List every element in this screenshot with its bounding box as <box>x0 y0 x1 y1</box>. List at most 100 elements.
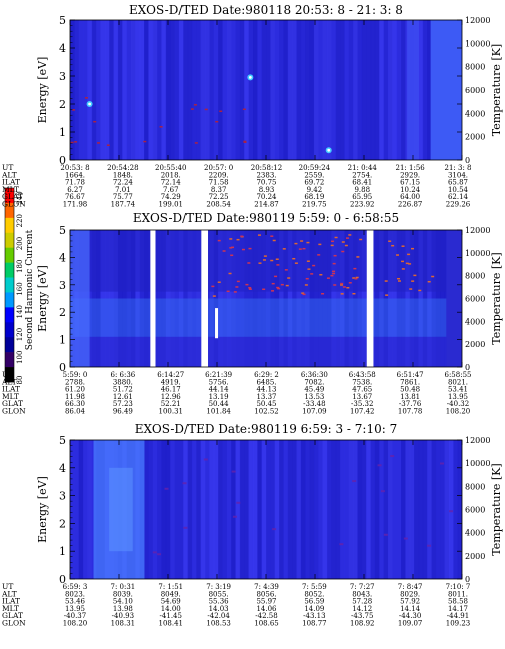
table-cell: 12.96 <box>161 393 182 401</box>
y-tick-label: 0 <box>59 154 66 167</box>
table-cell: 21: 0:44 <box>348 164 378 172</box>
table-cell: 70.75 <box>256 179 276 187</box>
table-cell: 214.87 <box>254 201 279 209</box>
table-cell: 74.29 <box>161 193 181 201</box>
colorbar-tick-label: 220 <box>16 214 24 227</box>
y2-axis-label: Temperature [K] <box>490 463 503 555</box>
colorbar-label: Second Harmonic Current <box>25 229 35 350</box>
y2-tick-label: 4000 <box>465 529 485 538</box>
table-cell: -40.32 <box>447 400 469 408</box>
table-cell: 108.20 <box>446 408 471 416</box>
table-cell: 8049. <box>161 590 181 598</box>
table-cell: 66.30 <box>65 400 85 408</box>
panel-title: EXOS-D/TED Date:980119 5:59: 0 - 6:58:55 <box>133 211 399 225</box>
table-cell: 219.75 <box>302 201 327 209</box>
table-cell: 71.58 <box>209 179 229 187</box>
table-cell: 108.41 <box>159 620 184 628</box>
table-cell: 4919. <box>161 378 181 386</box>
table-cell: 12.61 <box>113 393 133 401</box>
y-tick-label: 2 <box>59 306 66 319</box>
table-cell: 2018. <box>161 171 181 179</box>
table-cell: 54.69 <box>161 598 181 606</box>
table-cell: 100.31 <box>159 408 184 416</box>
spectrogram-area <box>70 230 462 367</box>
table-cell: 109.23 <box>446 620 471 628</box>
table-cell: 13.98 <box>113 605 133 613</box>
table-cell: 101.84 <box>206 408 231 416</box>
table-cell: 6:43:58 <box>349 371 376 379</box>
table-cell: 2754. <box>352 171 372 179</box>
table-cell: 6:59: 3 <box>63 583 88 591</box>
table-cell: 20:59:24 <box>299 164 331 172</box>
table-cell: 10.54 <box>448 186 469 194</box>
table-cell: 171.98 <box>63 201 88 209</box>
table-cell: 3104. <box>448 171 468 179</box>
colorbar-swatch <box>5 262 14 278</box>
table-cell: 13.37 <box>256 393 276 401</box>
table-cell: 2559. <box>304 171 324 179</box>
ephemeris-table: UT 5:59: 0 6: 6:36 6:14:27 6:21:39 6:29: 2 6:3… <box>1 370 472 416</box>
table-cell: -35.32 <box>351 400 373 408</box>
table-cell: 13.95 <box>448 393 468 401</box>
table-cell: 7: 0:31 <box>110 583 135 591</box>
table-cell: 57.23 <box>113 400 133 408</box>
colorbar-swatch <box>5 337 14 353</box>
y2-tick-label: 0 <box>465 363 470 372</box>
y2-tick-label: 10000 <box>465 39 490 48</box>
y-tick-label: 0 <box>59 361 66 374</box>
table-row-label: ILAT <box>2 178 20 187</box>
table-cell: 71.78 <box>65 179 85 187</box>
table-cell: 8055. <box>209 590 229 598</box>
table-cell: 8052. <box>304 590 324 598</box>
colorbar-tick-label: 80 <box>16 376 24 385</box>
table-cell: 96.49 <box>113 408 133 416</box>
table-cell: -33.48 <box>303 400 325 408</box>
y-tick-label: 3 <box>59 70 66 83</box>
table-cell: 7: 5:59 <box>302 583 327 591</box>
y-tick-label: 3 <box>59 279 66 292</box>
table-cell: 53.41 <box>448 386 468 394</box>
table-cell: 7: 3:19 <box>206 583 231 591</box>
table-cell: 107.09 <box>302 408 327 416</box>
table-cell: 72.14 <box>161 179 182 187</box>
y-axis-label: Energy [eV] <box>36 57 49 124</box>
table-cell: -37.76 <box>399 400 422 408</box>
table-cell: 2929. <box>400 171 420 179</box>
table-cell: 8029. <box>400 590 420 598</box>
table-cell: 8039. <box>113 590 133 598</box>
table-cell: 223.92 <box>350 201 375 209</box>
table-cell: 107.78 <box>398 408 423 416</box>
panel-2: EXOS-D/TED Date:980119 5:59: 0 - 6:58:55… <box>1 211 503 416</box>
table-cell: 9.42 <box>307 186 323 194</box>
table-cell: 1664. <box>65 171 85 179</box>
table-cell: 7: 4:39 <box>254 583 279 591</box>
table-cell: 56.59 <box>304 598 324 606</box>
table-cell: 9.88 <box>354 186 370 194</box>
colorbar-tick-label: 200 <box>16 237 24 250</box>
ephemeris-table: UT 6:59: 3 7: 0:31 7: 1:51 7: 3:19 7: 4:39 7: … <box>1 582 470 628</box>
table-cell: 14.06 <box>256 605 277 613</box>
y-axis-label: Energy [eV] <box>36 476 49 543</box>
table-cell: 52.21 <box>161 400 181 408</box>
table-cell: 13.81 <box>400 393 420 401</box>
colorbar-tick-label: 140 <box>16 305 24 318</box>
table-cell: 50.44 <box>209 400 230 408</box>
table-cell: 65.87 <box>448 179 468 187</box>
table-cell: 10.24 <box>400 186 421 194</box>
table-cell: 75.77 <box>113 193 133 201</box>
table-cell: 6.27 <box>67 186 83 194</box>
colorbar-swatch <box>5 292 14 308</box>
table-cell: 20:53: 8 <box>60 164 89 172</box>
y2-tick-label: 4000 <box>465 109 485 118</box>
y-tick-label: 2 <box>59 517 66 530</box>
table-row-label: MLT <box>2 604 19 613</box>
spectrogram-area <box>70 20 462 160</box>
colorbar-tick-label: 120 <box>16 328 24 341</box>
colorbar-tick-label: 240 <box>16 191 24 204</box>
table-cell: -42.04 <box>207 612 230 620</box>
table-cell: 8.37 <box>211 186 227 194</box>
panel-title: EXOS-D/TED Date:980119 6:59: 3 - 7:10: 7 <box>135 422 397 436</box>
table-cell: 50.48 <box>400 386 420 394</box>
table-cell: 14.03 <box>209 605 229 613</box>
table-cell: 57.92 <box>400 598 420 606</box>
